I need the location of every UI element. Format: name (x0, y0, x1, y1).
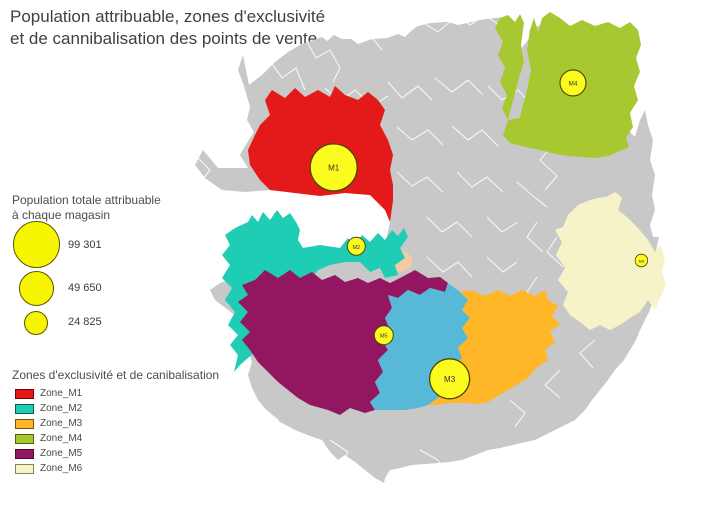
svg-text:M2: M2 (352, 245, 360, 251)
svg-text:M4: M4 (568, 81, 577, 88)
svg-text:M5: M5 (380, 334, 388, 340)
svg-text:M1: M1 (328, 163, 340, 172)
svg-text:M3: M3 (444, 375, 456, 384)
svg-text:M6: M6 (639, 259, 645, 264)
